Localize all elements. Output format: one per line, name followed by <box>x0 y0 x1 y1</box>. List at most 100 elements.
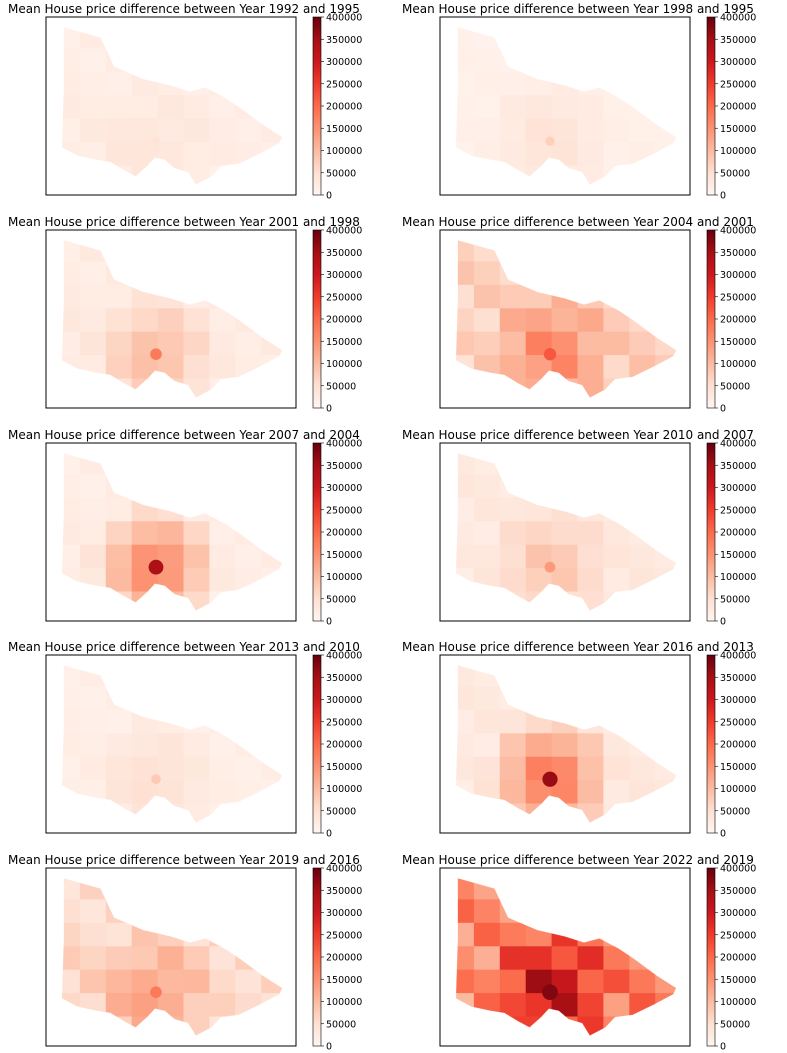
region-cell <box>525 521 553 546</box>
colorbar-tick-label: 100000 <box>326 572 362 583</box>
state-outline <box>455 664 677 824</box>
region-cell <box>455 240 475 262</box>
colorbar-tick-label: 200000 <box>326 740 362 751</box>
region-cell <box>455 922 475 947</box>
region-cell <box>603 118 630 143</box>
colorbar-tick-label: 350000 <box>720 461 756 472</box>
colorbar-tick-label: 300000 <box>326 57 362 68</box>
region-cell <box>603 142 630 167</box>
colorbar-tick-label: 400000 <box>326 864 362 875</box>
region-cell <box>455 969 475 994</box>
state-outline <box>61 664 283 824</box>
region-cell <box>551 331 579 356</box>
region-cell <box>105 71 133 96</box>
region-cell <box>79 497 107 522</box>
region-cell <box>473 95 501 120</box>
region-cell <box>455 665 475 687</box>
region-cell <box>61 922 81 947</box>
region-cell <box>455 95 475 120</box>
region-cell <box>105 756 133 781</box>
region-cell <box>183 780 210 805</box>
colorbar-tick-label: 250000 <box>720 717 756 728</box>
region-cell <box>551 95 579 120</box>
region-cell <box>157 118 185 143</box>
region-cell <box>183 118 210 143</box>
colorbar-tick-label: 50000 <box>326 168 356 179</box>
region-cell <box>79 686 107 711</box>
colorbar <box>706 229 716 409</box>
colorbar-tick-label: 200000 <box>720 953 756 964</box>
colorbar-tick-label: 250000 <box>326 292 362 303</box>
region-cell <box>209 568 236 593</box>
colorbar <box>312 16 322 196</box>
colorbar-tick-label: 200000 <box>326 953 362 964</box>
region-cell <box>105 95 133 120</box>
region-cell <box>455 71 475 96</box>
colorbar-tick-label: 100000 <box>720 146 756 157</box>
region-cell <box>183 993 210 1018</box>
state-outline <box>455 26 677 186</box>
region-cell <box>157 946 185 971</box>
region-cell <box>473 946 501 971</box>
colorbar-tick-label: 400000 <box>720 13 756 24</box>
region-cell <box>455 453 475 475</box>
region-cell <box>455 756 475 781</box>
region-cell <box>577 946 604 971</box>
region-cell <box>629 756 656 781</box>
region-cell <box>235 544 262 569</box>
region-cell <box>79 544 107 569</box>
region-cell <box>629 544 656 569</box>
region-cell <box>61 497 81 522</box>
colorbar-tick-label: 250000 <box>720 505 756 516</box>
colorbar-tick-label: 50000 <box>326 806 356 817</box>
map-panel: Mean House price difference between Year… <box>8 215 362 415</box>
region-cell <box>577 95 604 120</box>
region-cell <box>61 95 81 120</box>
region-cell <box>577 969 604 994</box>
region-cell <box>455 544 475 569</box>
region-cell <box>79 969 107 994</box>
region-cell <box>603 568 630 593</box>
colorbar-tick-label: 300000 <box>720 695 756 706</box>
region-cell <box>551 118 579 143</box>
region-cell <box>499 331 527 356</box>
region-cell <box>105 118 133 143</box>
region-cell <box>79 709 107 734</box>
metro-region <box>150 986 162 998</box>
map-panel: Mean House price difference between Year… <box>402 640 756 840</box>
metro-region <box>148 559 164 575</box>
region-cell <box>455 308 475 333</box>
region-cell <box>473 756 501 781</box>
region-cell <box>473 922 501 947</box>
colorbar <box>706 16 716 196</box>
panel-title: Mean House price difference between Year… <box>8 853 360 867</box>
region-cell <box>105 946 133 971</box>
region-cell <box>473 969 501 994</box>
region-cell <box>61 665 81 687</box>
map-panel: Mean House price difference between Year… <box>402 853 756 1053</box>
region-cell <box>455 733 475 758</box>
colorbar-tick-label: 250000 <box>720 79 756 90</box>
region-cell <box>525 308 553 333</box>
region-cell <box>525 733 553 758</box>
colorbar-tick-label: 400000 <box>326 13 362 24</box>
metro-region <box>542 984 558 1000</box>
state-outline <box>455 452 677 612</box>
metro-region <box>151 136 161 146</box>
state-outline <box>455 239 677 399</box>
region-cell <box>183 331 210 356</box>
region-cell <box>209 544 236 569</box>
region-cell <box>79 95 107 120</box>
region-cell <box>473 331 501 356</box>
colorbar-tick-label: 250000 <box>326 930 362 941</box>
region-cell <box>551 521 579 546</box>
metro-region <box>545 136 555 146</box>
region-cell <box>61 878 81 900</box>
region-cell <box>499 969 527 994</box>
colorbar-tick-label: 150000 <box>720 975 756 986</box>
region-cell <box>499 756 527 781</box>
metro-region <box>150 348 162 361</box>
region-cell <box>183 355 210 380</box>
colorbar-tick-label: 100000 <box>326 359 362 370</box>
